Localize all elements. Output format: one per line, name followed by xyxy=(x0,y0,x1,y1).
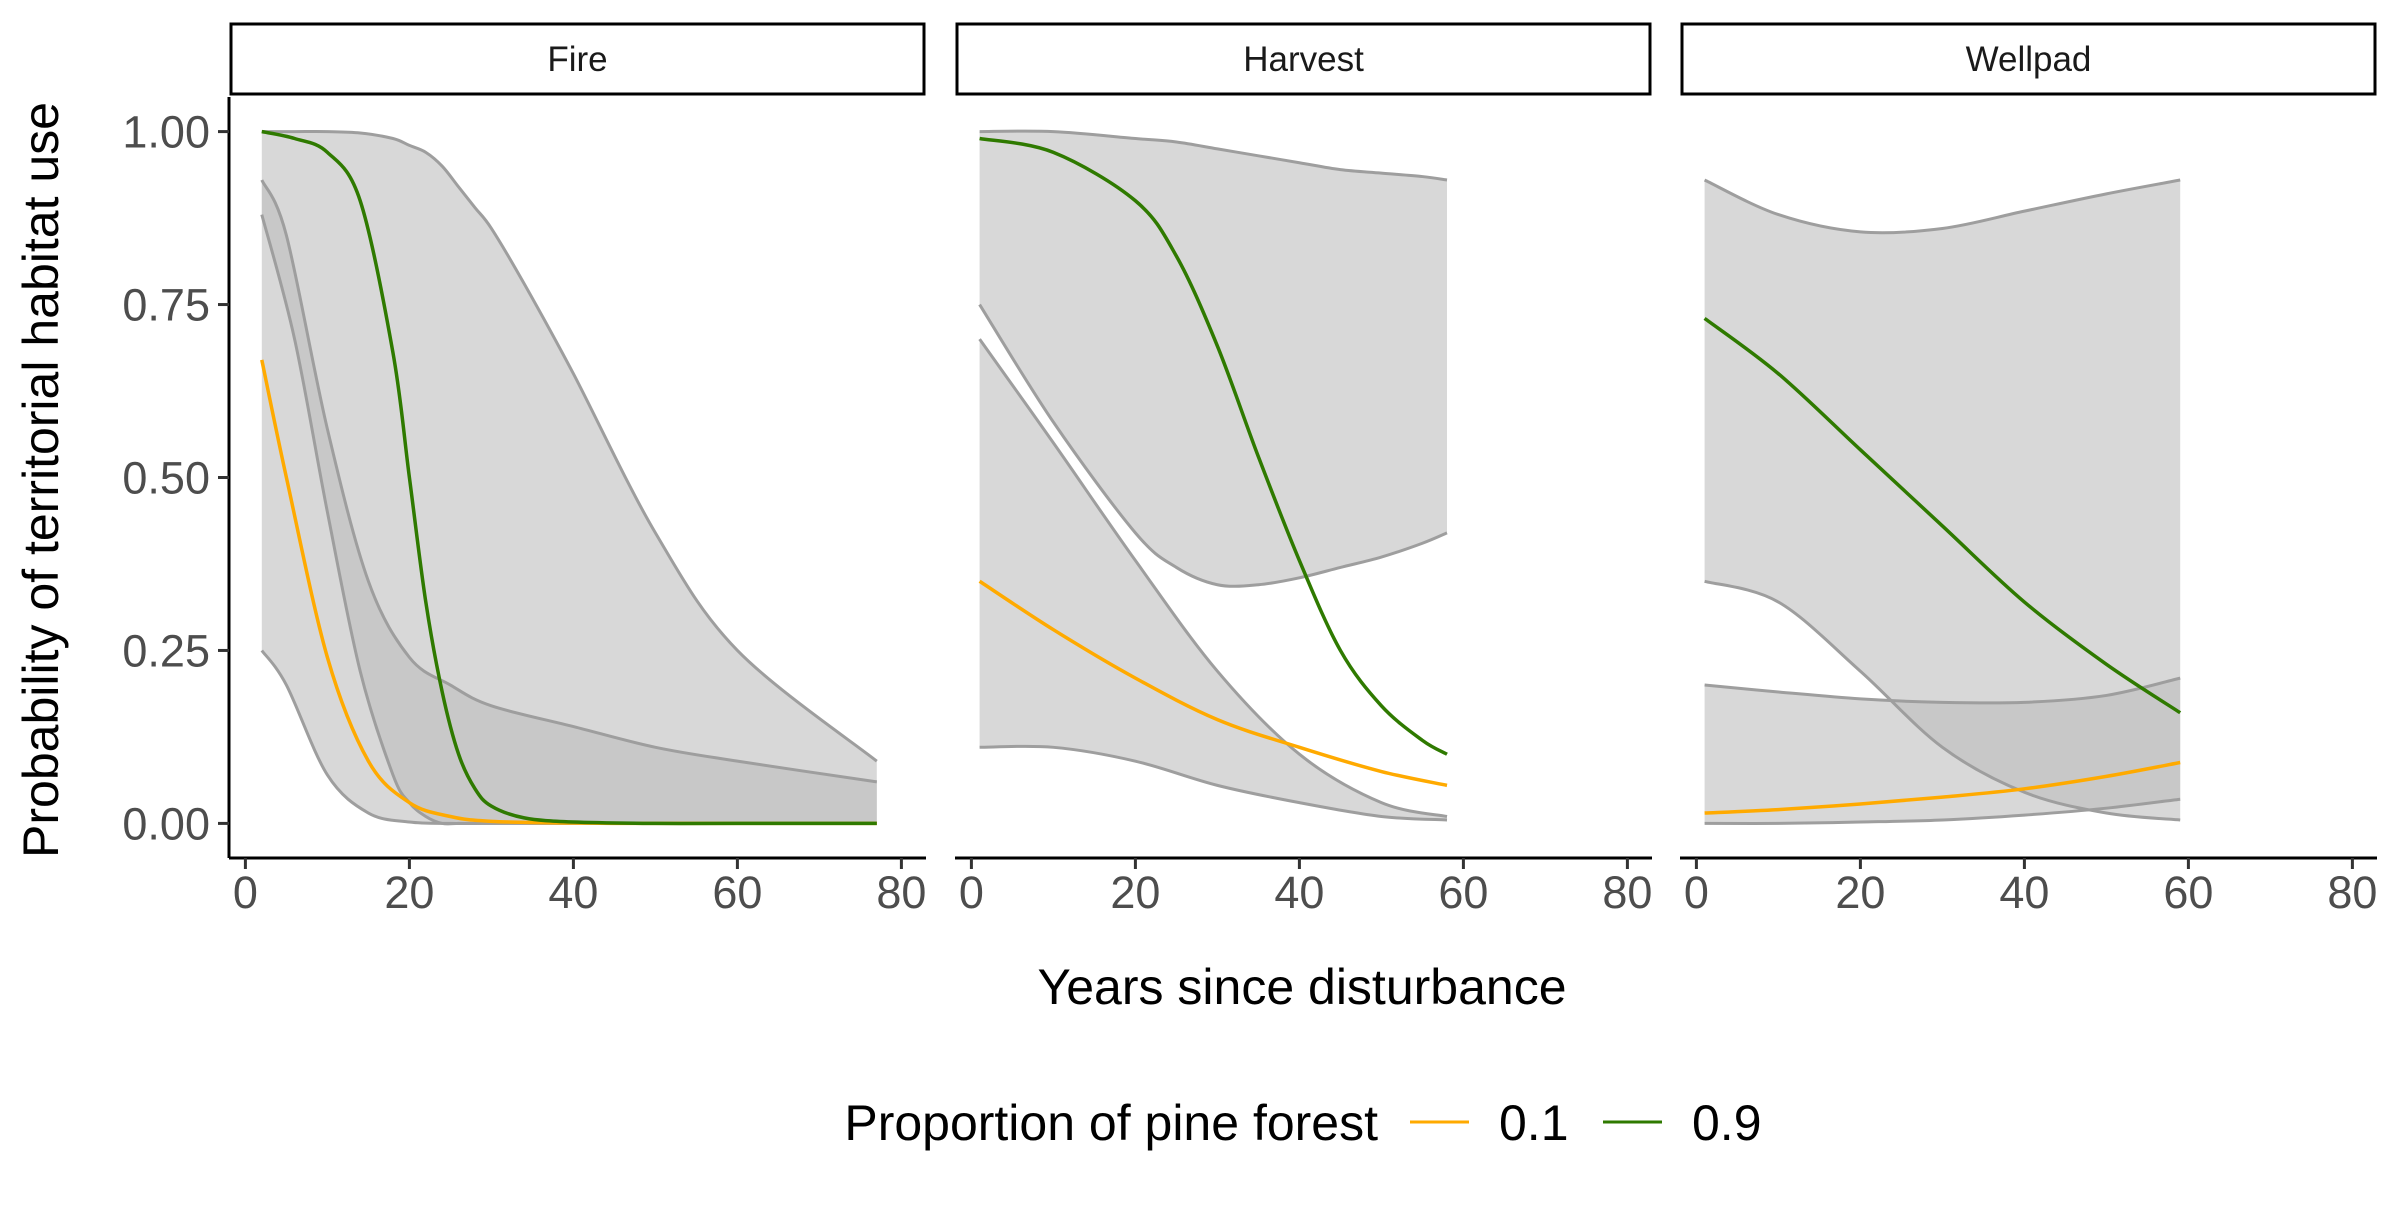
line-0.9-wellpad xyxy=(1703,316,2182,715)
x-tick-label-40-fire: 40 xyxy=(548,867,598,918)
x-axis-title: Years since disturbance xyxy=(1037,959,1566,1015)
x-tick-label-80-fire: 80 xyxy=(876,867,926,918)
x-tick-label-0-wellpad: 0 xyxy=(1684,867,1709,918)
ribbon-upper-edge-0.9-fire xyxy=(261,129,878,763)
panel-wellpad: Wellpad 0 20 40 60 80 xyxy=(1680,22,2377,918)
line-0.1-harvest xyxy=(978,579,1448,788)
strip-box-fire xyxy=(229,22,926,96)
x-tick-label-60-harvest: 60 xyxy=(1438,867,1488,918)
legend-title: Proportion of pine forest xyxy=(844,1095,1378,1151)
y-tick-label-0.25: 0.25 xyxy=(122,625,210,676)
panel-fire: Fire 0 20 40 60 80 0.00 0.25 0.50 0.75 1.00 xyxy=(122,22,926,918)
strip-label-wellpad: Wellpad xyxy=(1966,40,2092,79)
ribbon-lower-edge-0.1-wellpad xyxy=(1704,797,2181,826)
ribbon-upper-edge-0.9-wellpad xyxy=(1703,178,2181,235)
ribbon-upper-edge-0.1-harvest xyxy=(978,338,1448,818)
ribbon-0.9-fire xyxy=(261,131,877,824)
strip-box-harvest xyxy=(955,22,1652,96)
y-tick-label-0.50: 0.50 xyxy=(122,453,210,504)
ribbon-0.9-wellpad xyxy=(1704,180,2181,820)
strip-label-fire: Fire xyxy=(547,40,607,79)
y-axis-title: Probability of territorial habitat use xyxy=(13,102,69,858)
ribbon-lower-edge-0.1-harvest xyxy=(979,744,1448,822)
line-0.9-harvest xyxy=(979,136,1448,756)
ribbon-lower-edge-0.9-wellpad xyxy=(1704,579,2181,822)
ribbon-0.1-fire xyxy=(261,180,877,824)
strip-box-wellpad xyxy=(1680,22,2377,96)
x-tick-label-20-fire: 20 xyxy=(384,867,434,918)
panels-layer: Fire 0 20 40 60 80 0.00 0.25 0.50 0.75 1.00 Harvest… xyxy=(122,22,2377,918)
x-tick-label-20-harvest: 20 xyxy=(1110,867,1160,918)
x-tick-label-40-wellpad: 40 xyxy=(1999,867,2049,918)
x-tick-label-0-harvest: 0 xyxy=(959,867,984,918)
x-tick-label-80-harvest: 80 xyxy=(1602,867,1652,918)
line-0.9-fire xyxy=(261,129,877,826)
strip-label-harvest: Harvest xyxy=(1243,40,1364,79)
x-tick-label-80-wellpad: 80 xyxy=(2327,867,2377,918)
y-tick-label-0.75: 0.75 xyxy=(122,280,210,331)
x-tick-label-60-fire: 60 xyxy=(712,867,762,918)
panel-harvest: Harvest 0 20 40 60 80 xyxy=(955,22,1652,918)
ribbon-upper-edge-0.1-fire xyxy=(260,179,878,784)
x-tick-label-60-wellpad: 60 xyxy=(2163,867,2213,918)
y-tick-label-1.00: 1.00 xyxy=(122,107,210,158)
ribbon-0.9-harvest xyxy=(979,131,1447,587)
legend-label-0.1: 0.1 xyxy=(1499,1095,1569,1151)
legend-label-0.9: 0.9 xyxy=(1692,1095,1762,1151)
x-tick-label-40-harvest: 40 xyxy=(1274,867,1324,918)
ribbon-lower-edge-0.9-harvest xyxy=(978,303,1448,588)
ribbon-upper-edge-0.9-harvest xyxy=(979,129,1448,182)
legend: Proportion of pine forest 0.1 0.9 xyxy=(844,1095,1761,1151)
y-tick-label-0.00: 0.00 xyxy=(122,798,210,849)
x-tick-label-20-wellpad: 20 xyxy=(1835,867,1885,918)
line-0.1-wellpad xyxy=(1704,760,2181,815)
ribbon-upper-edge-0.1-wellpad xyxy=(1704,676,2181,705)
x-tick-label-0-fire: 0 xyxy=(233,867,258,918)
ribbon-0.1-harvest xyxy=(979,339,1447,820)
